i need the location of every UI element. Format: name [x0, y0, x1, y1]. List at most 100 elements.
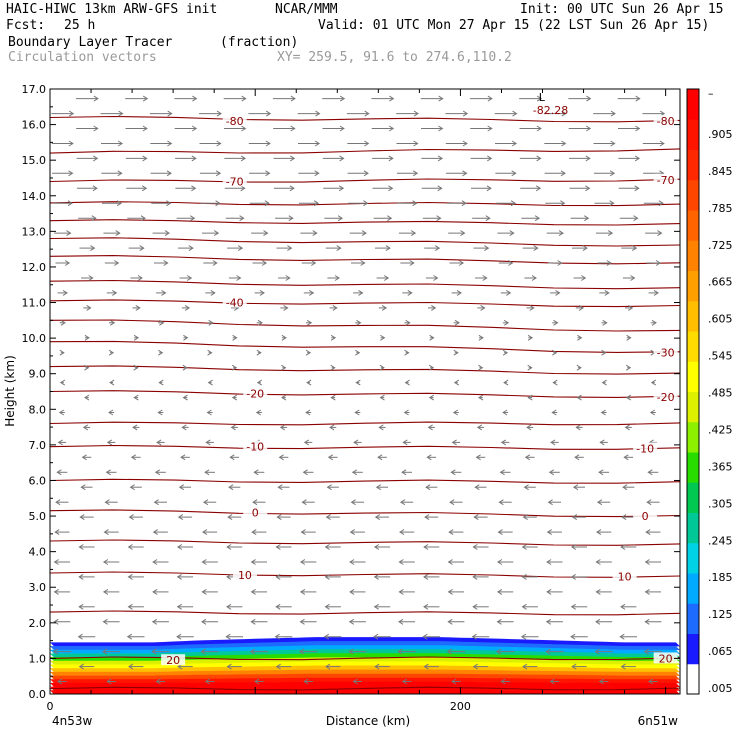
- vector-arrowhead: [635, 95, 641, 102]
- vector-arrowhead: [78, 573, 84, 580]
- vector-arrowhead: [424, 514, 430, 521]
- vector-arrowhead: [557, 260, 563, 266]
- colorbar-label: .245: [708, 534, 733, 547]
- colorbar-frame: [686, 88, 700, 695]
- contour-line: [50, 219, 680, 226]
- vector-arrowhead: [373, 573, 379, 580]
- tracer-band: [50, 641, 680, 651]
- colorbar-label: .665: [708, 276, 733, 289]
- vector-arrowhead: [334, 275, 340, 281]
- vector-arrowhead: [413, 110, 419, 117]
- vector-arrowhead: [555, 289, 561, 296]
- vector-arrowhead: [595, 559, 601, 565]
- vector-arrowhead: [644, 588, 650, 595]
- contour-line: [50, 319, 680, 332]
- vector-arrowhead: [503, 379, 509, 386]
- vector-arrowhead: [299, 559, 306, 565]
- vector-arrowhead: [437, 185, 443, 192]
- vector-arrowhead: [551, 409, 557, 416]
- vector-arrowhead: [274, 633, 280, 640]
- vector-arrowhead: [263, 230, 269, 237]
- vector-arrowhead: [628, 304, 634, 311]
- vector-arrowhead: [289, 185, 295, 192]
- vector-arrowhead: [630, 275, 636, 281]
- vector-arrowhead: [66, 230, 72, 237]
- colorbar-swatch: [687, 603, 699, 634]
- vector-arrowhead: [381, 304, 388, 311]
- vector-arrowhead: [398, 588, 404, 595]
- colorbar-label: .605: [708, 313, 733, 326]
- vector-arrowhead: [582, 245, 588, 252]
- valid-time: Valid: 01 UTC Mon 27 Apr 15 (22 LST Sun …: [318, 18, 710, 33]
- vector-arrowhead: [54, 529, 60, 536]
- vector-arrowhead: [472, 663, 478, 670]
- vector-arrowhead: [216, 140, 222, 147]
- vector-arrowhead: [64, 260, 71, 266]
- vector-arrowhead: [522, 514, 528, 521]
- vector-arrowhead: [166, 170, 172, 177]
- x-axis-label: Distance (km): [326, 714, 410, 728]
- vector-arrowhead: [427, 424, 433, 431]
- contour-line: [50, 656, 680, 661]
- vector-arrowhead: [281, 364, 287, 371]
- vector-arrowhead: [339, 125, 345, 132]
- vector-arrowhead: [434, 245, 441, 252]
- vector-arrowhead: [200, 648, 206, 655]
- contour-label-bg: [222, 115, 247, 127]
- vector-arrowhead: [275, 603, 281, 610]
- vector-arrowhead: [398, 618, 404, 625]
- vector-arrowhead: [577, 334, 583, 341]
- vector-arrowhead: [91, 215, 97, 222]
- vector-arrowhead: [305, 409, 311, 416]
- vector-arrowhead: [167, 110, 173, 117]
- vector-arrowhead: [241, 125, 247, 132]
- vector-arrowhead: [524, 454, 531, 461]
- y-tick-label: 12.0: [22, 261, 47, 274]
- vector-arrowhead: [449, 499, 455, 506]
- vector-arrowhead: [388, 125, 395, 132]
- vector-arrowhead: [299, 618, 305, 625]
- vector-arrowhead: [93, 125, 99, 132]
- y-tick-label: 11.0: [22, 297, 47, 310]
- xy-range: XY= 259.5, 91.6 to 274.6,110.2: [277, 50, 512, 65]
- vector-arrowhead: [90, 245, 96, 252]
- vector-arrowhead: [473, 514, 479, 521]
- colorbar-swatch: [687, 391, 699, 423]
- vector-arrowhead: [86, 304, 92, 311]
- vector-arrowhead: [183, 334, 189, 341]
- vector-arrowhead: [422, 633, 428, 640]
- tracer-band: [50, 673, 680, 680]
- vector-arrowhead: [133, 394, 139, 401]
- vector-arrowhead: [106, 678, 112, 685]
- vector-arrowhead: [116, 200, 123, 207]
- vector-arrowhead: [109, 319, 116, 326]
- vector-arrowhead: [354, 409, 360, 416]
- vector-arrowhead: [216, 110, 222, 117]
- vector-arrowhead: [484, 245, 490, 252]
- vector-arrowhead: [240, 155, 247, 162]
- init-time: Init: 00 UTC Sun 26 Apr 15: [520, 2, 724, 17]
- vector-arrowhead: [180, 454, 186, 461]
- vector-arrowhead: [447, 618, 453, 625]
- vector-arrowhead: [453, 349, 459, 356]
- vector-arrowhead: [158, 379, 164, 386]
- vector-arrowhead: [226, 603, 232, 610]
- colorbar-swatch: [687, 452, 699, 483]
- vector-arrowhead: [102, 559, 109, 565]
- vector-arrowhead: [309, 289, 315, 296]
- vector-arrowhead: [649, 409, 656, 416]
- vector-arrowhead: [332, 304, 338, 311]
- vector-arrowhead: [84, 334, 90, 341]
- vector-arrowhead: [192, 95, 198, 102]
- contour-label: -20: [246, 387, 264, 400]
- vector-arrowhead: [549, 678, 555, 685]
- vector-arrowhead: [438, 95, 444, 102]
- contour-label-bg: [653, 390, 678, 402]
- vector-arrowhead: [52, 648, 58, 655]
- vector-arrowhead: [56, 469, 62, 476]
- colorbar-label: .425: [708, 423, 733, 436]
- vector-arrowhead: [423, 573, 429, 580]
- vector-arrowhead: [226, 573, 232, 580]
- vector-arrowhead: [239, 215, 245, 222]
- colorbar-swatch: [687, 482, 699, 513]
